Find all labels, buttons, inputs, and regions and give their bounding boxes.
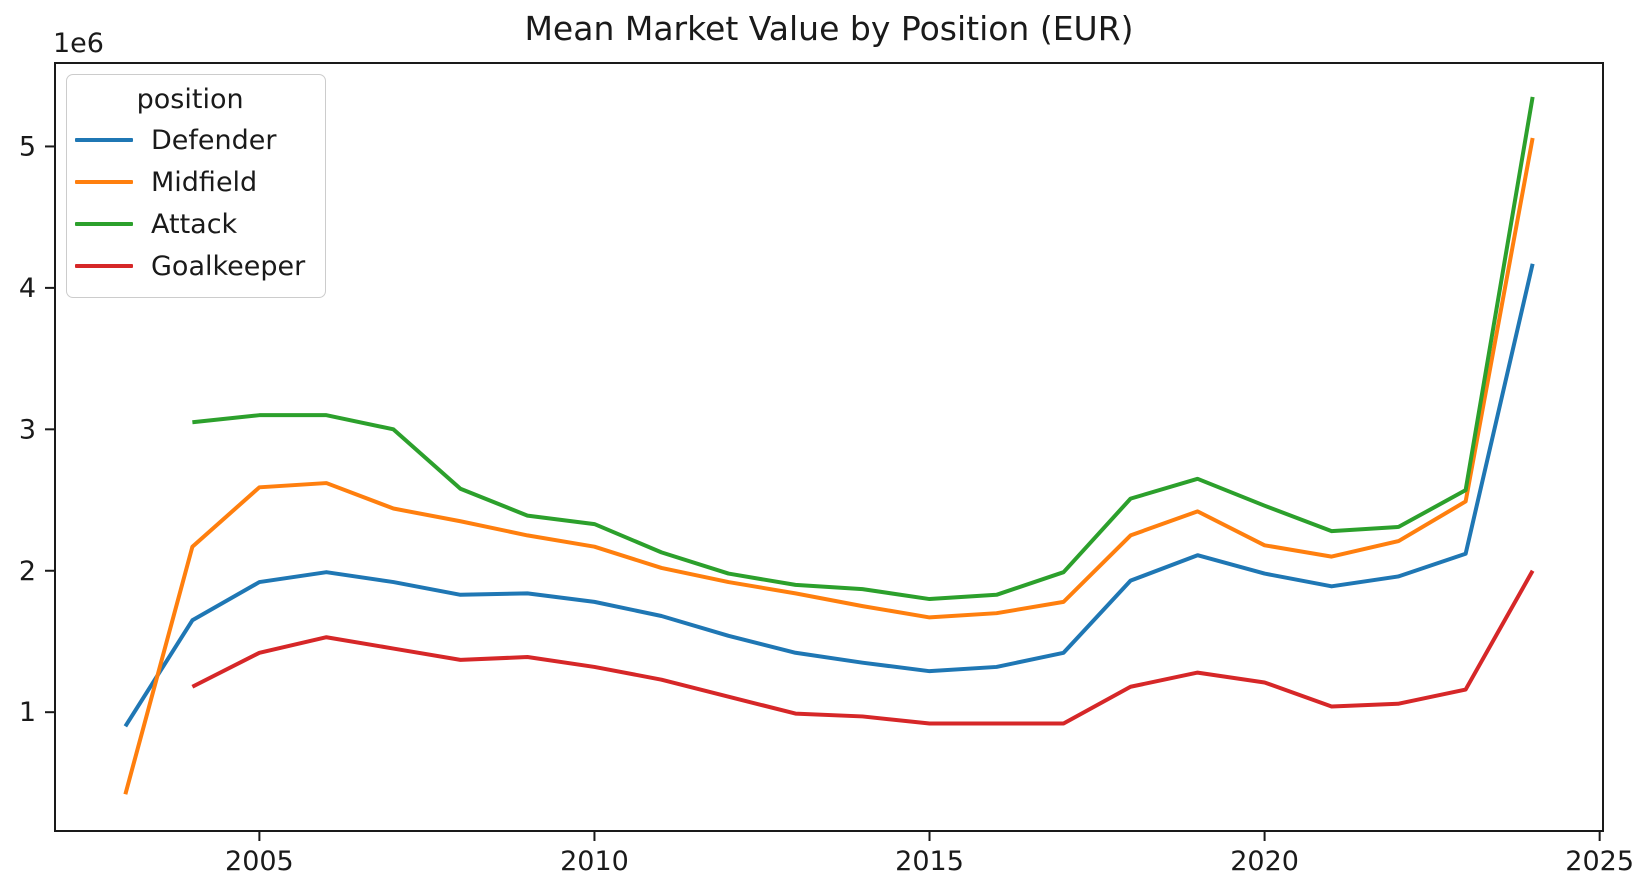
y-tick-label: 2 — [19, 556, 36, 587]
line-defender — [123, 263, 1535, 728]
legend-swatch-attack — [75, 222, 133, 226]
legend-swatch-midfield — [75, 180, 133, 184]
legend-item-goalkeeper: Goalkeeper — [75, 245, 305, 287]
legend-item-midfield: Midfield — [75, 161, 305, 203]
x-tick-label: 2010 — [560, 846, 629, 877]
line-midfield — [123, 137, 1535, 795]
x-tick-label: 2025 — [1565, 846, 1634, 877]
series-layer — [123, 96, 1535, 795]
legend: position Defender Midfield Attack Goalkeepe… — [66, 74, 327, 298]
y-tick-label: 4 — [19, 273, 36, 304]
legend-label-attack: Attack — [151, 208, 238, 240]
chart-title: Mean Market Value by Position (EUR) — [524, 9, 1133, 48]
line-goalkeeper — [191, 569, 1535, 726]
x-tick-label: 2005 — [225, 846, 294, 877]
x-tick-label: 2015 — [895, 846, 964, 877]
line-attack — [192, 96, 1535, 602]
legend-label-midfield: Midfield — [151, 166, 258, 198]
y-tick-label: 1 — [19, 697, 36, 728]
axes-layer: 2005 2010 2015 2020 2025 1 2 3 4 5 — [19, 62, 1634, 877]
x-tick-label: 2020 — [1230, 846, 1299, 877]
y-tick-label: 5 — [19, 131, 36, 162]
legend-items: Defender Midfield Attack Goalkeeper — [75, 119, 305, 287]
legend-title: position — [136, 84, 244, 115]
legend-swatch-goalkeeper — [75, 264, 133, 268]
legend-item-defender: Defender — [75, 119, 305, 161]
legend-label-goalkeeper: Goalkeeper — [151, 250, 306, 282]
y-tick-label: 3 — [19, 414, 36, 445]
legend-swatch-defender — [75, 138, 133, 142]
y-axis-multiplier-label: 1e6 — [53, 28, 104, 59]
axes-spines — [54, 62, 1604, 832]
legend-item-attack: Attack — [75, 203, 305, 245]
legend-label-defender: Defender — [151, 124, 277, 156]
